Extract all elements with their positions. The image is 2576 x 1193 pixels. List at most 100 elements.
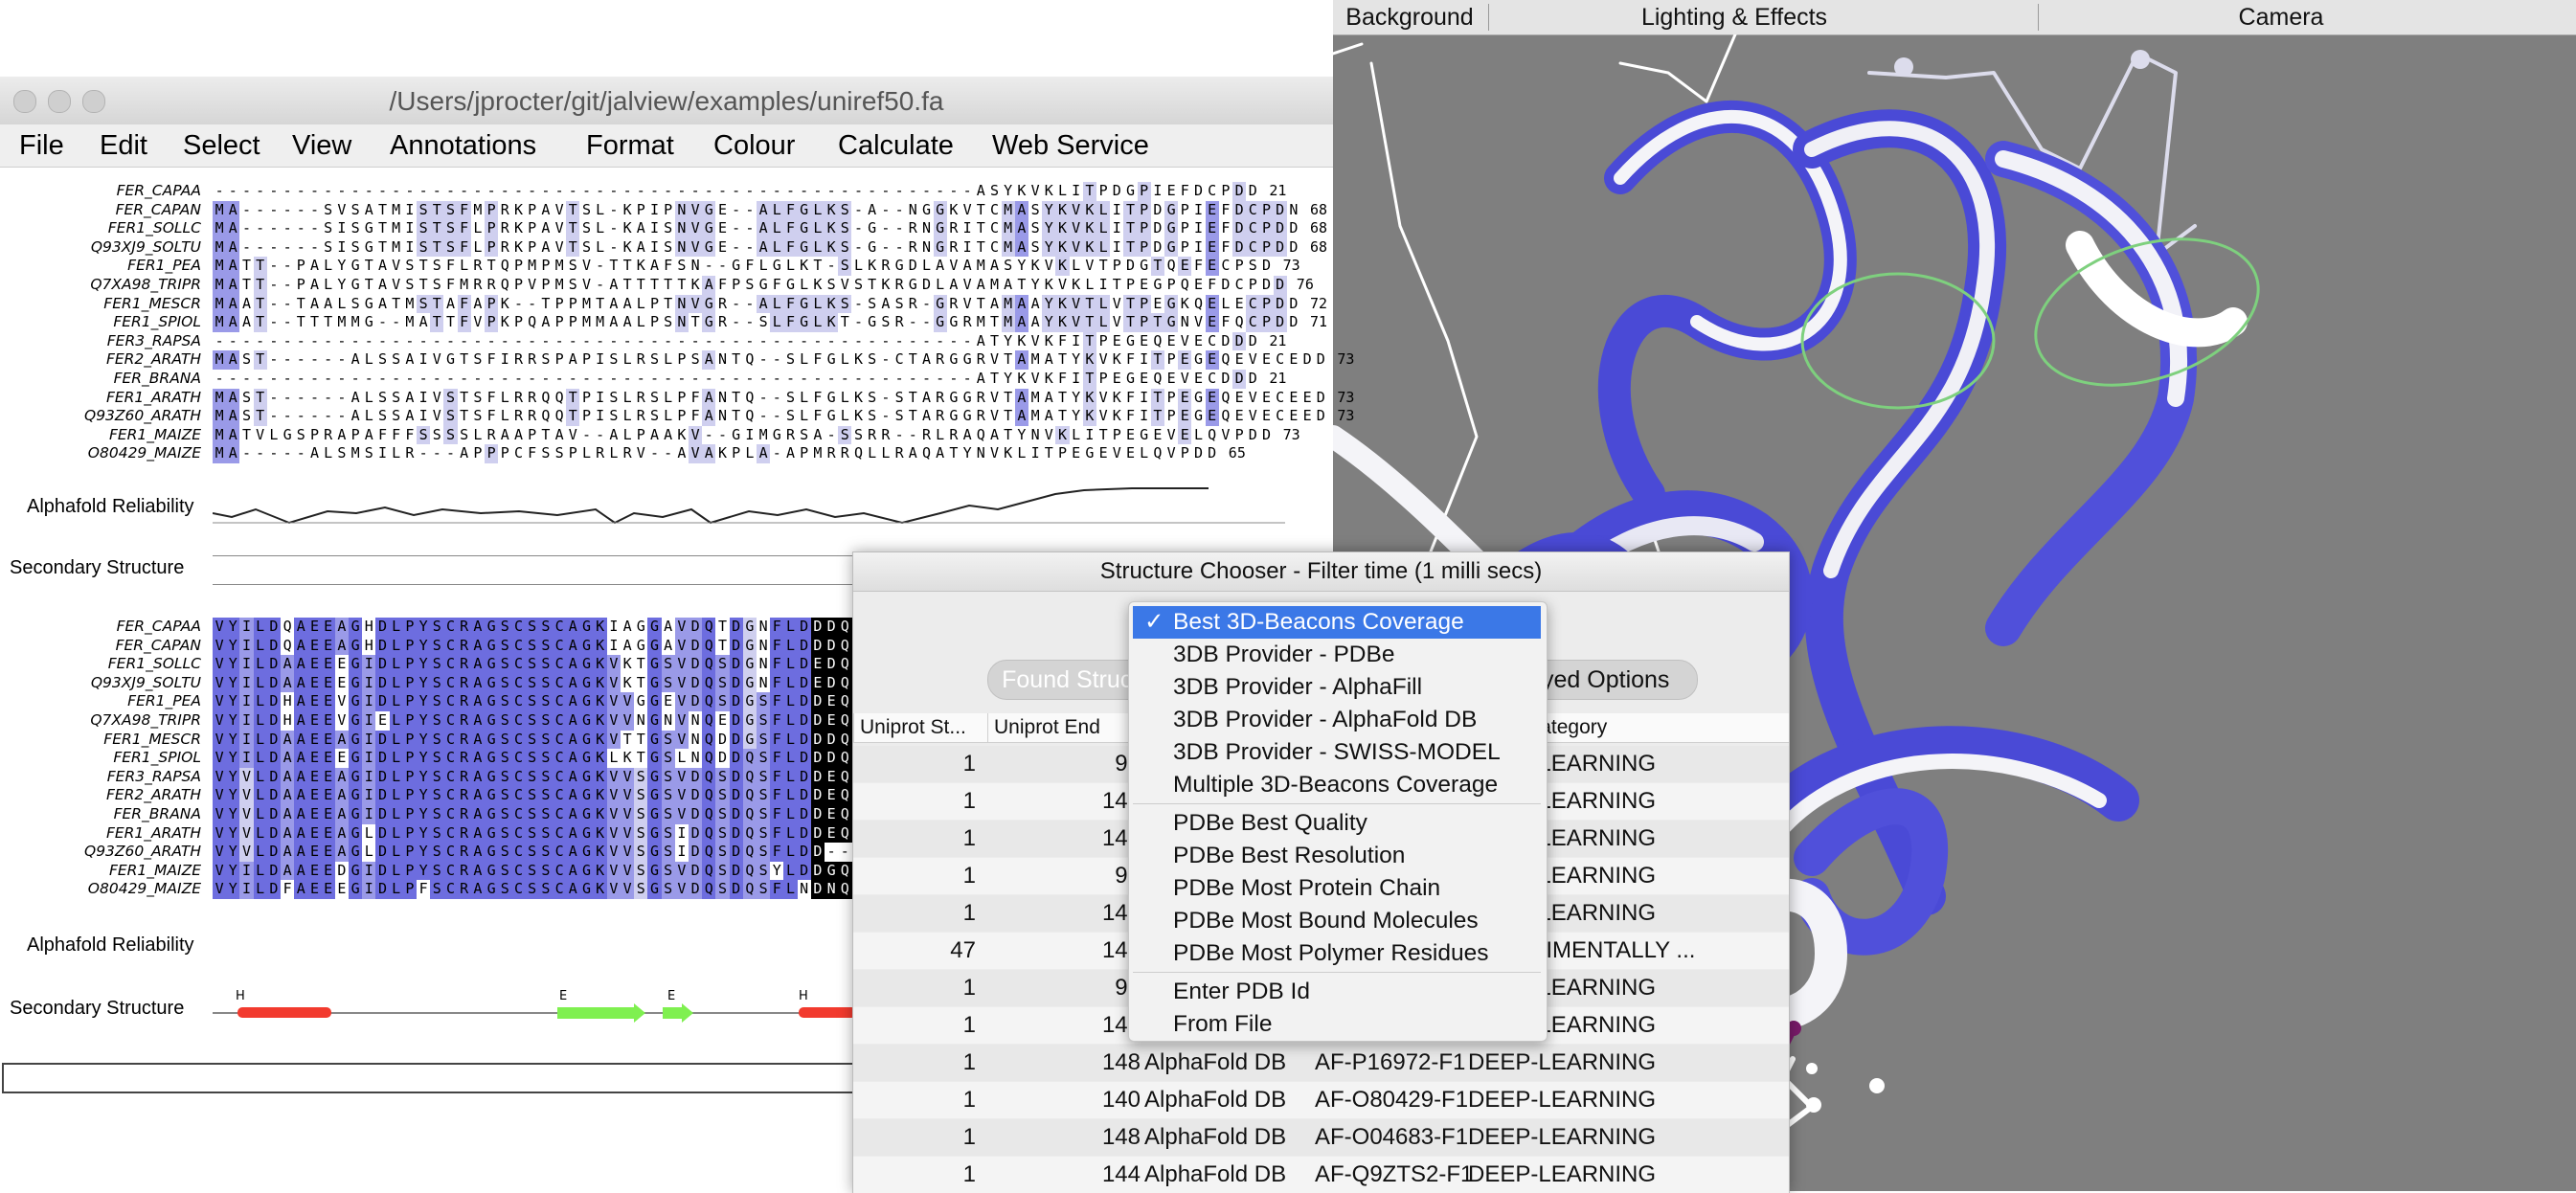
sequence-name[interactable]: FER_CAPAA [116, 618, 201, 635]
tab-lighting-effects[interactable]: Lighting & Effects [1640, 4, 1828, 31]
sequence-name[interactable]: Q93XJ9_SOLTU [90, 237, 201, 256]
menu-file[interactable]: File [19, 130, 64, 161]
sequence-name[interactable]: Q93Z60_ARATH [84, 843, 201, 861]
residue: - [296, 237, 305, 256]
residue: D [375, 692, 390, 711]
residue: A [609, 294, 619, 312]
residue: V [213, 730, 227, 750]
zoom-icon[interactable] [82, 90, 105, 113]
sequence-name[interactable]: FER1_MAIZE [108, 861, 201, 879]
menu-annotations[interactable]: Annotations [390, 130, 537, 161]
sequence-name[interactable]: FER1_PEA [127, 692, 201, 710]
residue: F [770, 823, 784, 844]
filter-dropdown-menu[interactable]: ✓ Best 3D-Beacons Coverage 3DB Provider - … [1128, 601, 1548, 1042]
sequence-name[interactable]: FER1_MAIZE [108, 425, 201, 443]
dropdown-option[interactable]: 3DB Provider - SWISS-MODEL [1133, 736, 1541, 769]
residue: G [579, 673, 594, 693]
sequence-name[interactable]: Q93XJ9_SOLTU [90, 673, 201, 691]
residue: G [1125, 370, 1135, 387]
sequence-name[interactable]: FER1_MESCR [103, 730, 201, 748]
residue: Y [1042, 200, 1056, 220]
sequence-name[interactable]: FER1_MESCR [103, 294, 201, 312]
menu-select[interactable]: Select [183, 130, 260, 161]
dropdown-option[interactable]: 3DB Provider - PDBe [1133, 639, 1541, 671]
residue: M [392, 237, 401, 256]
residue: Q [838, 805, 852, 824]
table-row[interactable]: 1 148 AlphaFold DB AF-P16972-F1 DEEP-LEARNIN… [853, 1045, 1789, 1081]
menu-view[interactable]: View [292, 130, 352, 161]
sequence-name[interactable]: FER1_SOLLC [107, 655, 201, 673]
sequence-name[interactable]: FER_CAPAN [115, 200, 201, 218]
residue: T [1017, 276, 1027, 293]
sequence-name[interactable]: FER1_SOLLC [107, 219, 201, 237]
dropdown-option[interactable]: ✓ Best 3D-Beacons Coverage [1133, 606, 1541, 639]
residue: - [324, 388, 333, 406]
table-row[interactable]: 1 148 AlphaFold DB AF-O04683-F1 DEEP-LEARNIN… [853, 1119, 1789, 1156]
dropdown-option[interactable]: 3DB Provider - AlphaFill [1133, 671, 1541, 704]
sequence-name[interactable]: O80429_MAIZE [87, 444, 201, 462]
table-row[interactable]: 1 144 AlphaFold DB AF-Q9ZTS2-F1 DEEP-LEARNIN… [853, 1157, 1789, 1193]
menu-edit[interactable]: Edit [100, 130, 147, 161]
dropdown-option[interactable]: PDBe Best Resolution [1133, 840, 1541, 872]
residue: A [281, 805, 295, 824]
residue: A [757, 237, 771, 258]
menu-colour[interactable]: Colour [713, 130, 796, 161]
sequence-name[interactable]: FER2_ARATH [105, 786, 201, 804]
sequence-name[interactable]: FER1_SPIOL [113, 313, 201, 331]
sequence-name[interactable]: FER1_PEA [127, 257, 201, 275]
residue: Q [976, 425, 985, 443]
residue: G [349, 749, 363, 768]
dropdown-option[interactable]: 3DB Provider - AlphaFold DB [1133, 704, 1541, 736]
sequence-name[interactable]: FER_BRANA [113, 370, 201, 387]
dropdown-option[interactable]: PDBe Most Polymer Residues [1133, 937, 1541, 970]
residue: L [473, 219, 483, 237]
residue: D [1232, 219, 1247, 238]
residue: S [661, 767, 675, 787]
close-icon[interactable] [13, 90, 36, 113]
tab-background[interactable]: Background [1345, 4, 1474, 31]
alignment-block-2[interactable]: FER_CAPAA FER_CAPAN FER1_SOLLC Q93XJ9_SOLTU… [0, 618, 876, 934]
sequence-name[interactable]: FER_CAPAA [116, 182, 201, 199]
sequence-name[interactable]: FER3_RAPSA [106, 331, 201, 349]
tab-camera[interactable]: Camera [2238, 4, 2324, 31]
table-row[interactable]: 1 140 AlphaFold DB AF-O80429-F1 DEEP-LEARNIN… [853, 1082, 1789, 1118]
residue: S [525, 655, 539, 674]
column-header-uniprot-end[interactable]: Uniprot End [987, 713, 1152, 742]
dropdown-option[interactable]: From File [1133, 1008, 1541, 1041]
sequence-name[interactable]: O80429_MAIZE [87, 880, 201, 898]
dropdown-option[interactable]: PDBe Most Bound Molecules [1133, 905, 1541, 937]
menu-web-service[interactable]: Web Service [992, 130, 1149, 161]
ribbon-strand [1804, 121, 1996, 578]
residue: A [281, 730, 295, 750]
alignment-block-1[interactable]: FER_CAPAA FER_CAPAN FER1_SOLLC Q93XJ9_SOLTU… [0, 182, 1354, 565]
residue: P [1180, 237, 1189, 256]
dropdown-option[interactable]: Enter PDB Id [1133, 976, 1541, 1008]
residue: Q [541, 407, 551, 425]
residue: V [213, 767, 227, 787]
sequence-name[interactable]: FER_BRANA [113, 805, 201, 822]
sequence-name[interactable]: Q7XA98_TRIPR [90, 711, 201, 729]
residue: D [797, 786, 811, 805]
column-header-uniprot-start[interactable]: Uniprot St... [853, 713, 987, 742]
menu-calculate[interactable]: Calculate [838, 130, 954, 161]
sequence-name[interactable]: FER1_ARATH [105, 823, 201, 842]
sequence-name[interactable]: FER1_ARATH [105, 388, 201, 406]
residue: A [334, 823, 349, 844]
residue: Q [838, 767, 852, 787]
residue: E [307, 673, 322, 693]
residue: S [554, 444, 564, 462]
sequence-name[interactable]: FER3_RAPSA [106, 767, 201, 785]
dropdown-option[interactable]: Multiple 3D-Beacons Coverage [1133, 769, 1541, 801]
residue: D [266, 749, 281, 768]
sequence-name[interactable]: FER1_SPIOL [113, 749, 201, 767]
dropdown-option[interactable]: PDBe Most Protein Chain [1133, 872, 1541, 905]
residue: F [770, 692, 784, 711]
minimize-icon[interactable] [48, 90, 71, 113]
sequence-name[interactable]: FER2_ARATH [105, 350, 201, 369]
dropdown-option[interactable]: PDBe Best Quality [1133, 807, 1541, 840]
sequence-name[interactable]: Q93Z60_ARATH [84, 407, 201, 425]
sequence-name[interactable]: FER_CAPAN [115, 636, 201, 654]
menu-format[interactable]: Format [586, 130, 674, 161]
sequence-name[interactable]: Q7XA98_TRIPR [90, 276, 201, 293]
residue: A [541, 313, 551, 331]
